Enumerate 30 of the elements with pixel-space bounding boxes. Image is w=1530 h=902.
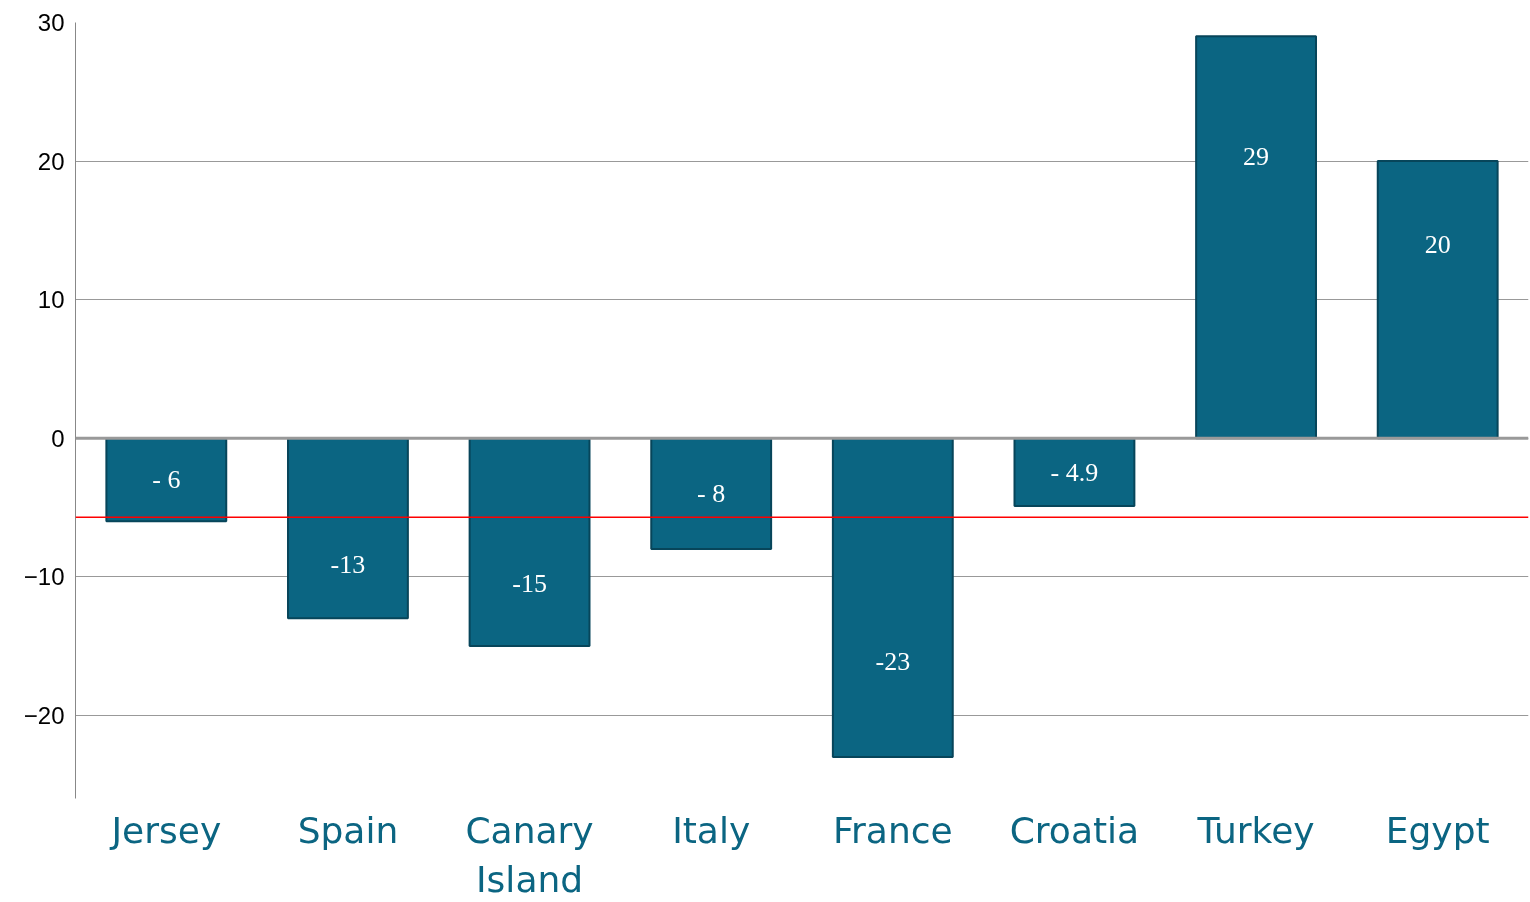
bar xyxy=(1013,437,1136,508)
bar xyxy=(287,437,409,620)
y-tick-label: 0 xyxy=(51,424,65,452)
x-tick-label: Croatia xyxy=(1009,809,1140,851)
bar xyxy=(468,437,591,648)
data-label: - 4.9 xyxy=(1050,457,1099,487)
data-label: - 6 xyxy=(152,465,181,495)
bar xyxy=(650,437,773,551)
y-tick-label: 10 xyxy=(37,286,65,314)
data-label: - 8 xyxy=(697,479,726,509)
data-label: -15 xyxy=(512,569,547,599)
data-label: -23 xyxy=(875,646,911,676)
x-tick-label: Canary Island xyxy=(465,809,594,900)
x-tick-label: Egypt xyxy=(1385,809,1490,851)
y-tick-label: 30 xyxy=(37,9,65,36)
data-label: 29 xyxy=(1243,142,1270,172)
y-tick-label: 20 xyxy=(37,147,65,175)
data-label: -13 xyxy=(330,549,366,579)
y-tick-label: −10 xyxy=(23,563,65,591)
data-label: 20 xyxy=(1424,229,1451,259)
x-tick-label: France xyxy=(832,809,953,851)
x-tick-label: Italy xyxy=(672,809,751,851)
bar xyxy=(831,437,954,758)
bar xyxy=(105,437,228,523)
x-tick-label: Spain xyxy=(297,809,399,851)
bar xyxy=(1195,35,1317,440)
bar xyxy=(1376,160,1499,440)
x-tick-label: Turkey xyxy=(1196,809,1315,851)
x-tick-label: Jersey xyxy=(109,809,222,851)
y-tick-label: −20 xyxy=(23,701,65,729)
